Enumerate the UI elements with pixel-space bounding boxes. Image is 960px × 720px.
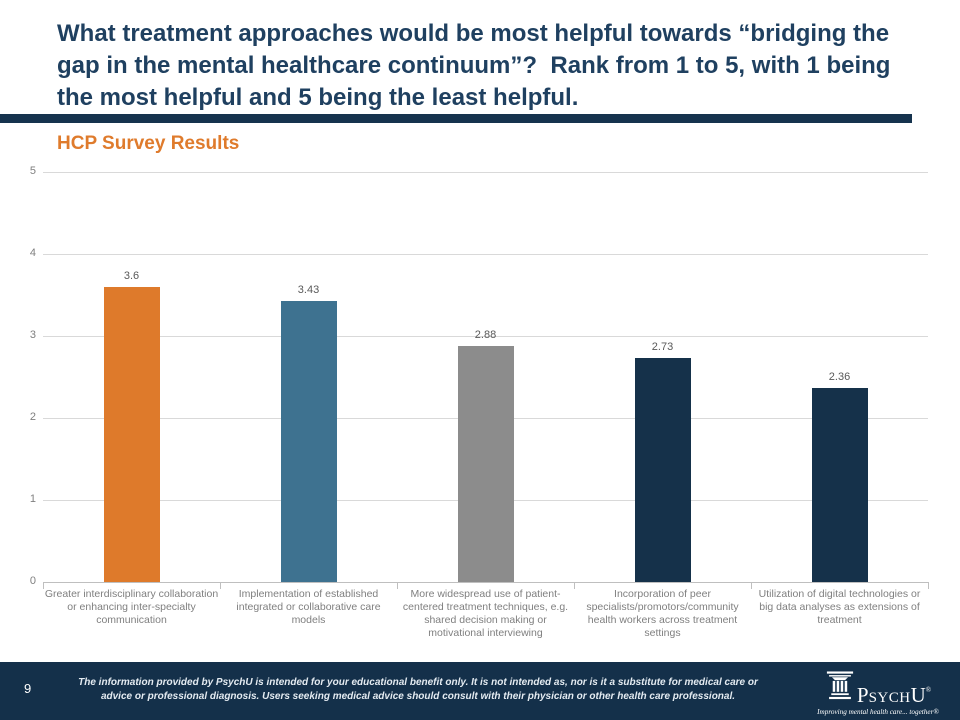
x-axis-tick: [397, 582, 398, 589]
column-icon: [825, 670, 855, 707]
x-axis-tick: [43, 582, 44, 589]
logo-letter-u: U: [910, 683, 926, 707]
x-category-label: Greater interdisciplinary collaboration …: [44, 588, 219, 626]
gridline: [43, 172, 928, 173]
bar-value-label: 3.6: [123, 269, 140, 282]
psychu-logo: PSYCHU® Improving mental health care... …: [816, 670, 940, 716]
y-axis-label: 4: [29, 247, 36, 259]
x-axis-line: [43, 582, 928, 583]
x-axis-tick: [574, 582, 575, 589]
bar-value-label: 3.43: [297, 283, 320, 296]
x-axis-tick: [928, 582, 929, 589]
bar-value-label: 2.36: [828, 371, 851, 384]
y-axis-label: 5: [29, 165, 36, 177]
y-axis-label: 3: [29, 329, 36, 341]
x-category-label: More widespread use of patient-centered …: [402, 588, 569, 639]
bar: [634, 358, 691, 582]
logo-letter-p: P: [856, 683, 869, 707]
y-axis-label: 1: [29, 493, 36, 505]
x-axis-tick: [220, 582, 221, 589]
x-axis-tick: [751, 582, 752, 589]
bar: [103, 286, 160, 582]
y-axis-label: 0: [29, 575, 36, 587]
bar: [457, 345, 514, 582]
logo-wordmark: PSYCHU®: [857, 685, 931, 707]
gridline: [43, 336, 928, 337]
bar: [280, 300, 337, 582]
logo-tagline: Improving mental health care... together…: [817, 708, 939, 716]
title-divider: [0, 114, 912, 123]
registered-mark: ®: [925, 686, 932, 694]
y-axis-label: 2: [29, 411, 36, 423]
bar-value-label: 2.73: [651, 341, 674, 354]
x-category-label: Utilization of digital technologies or b…: [758, 588, 921, 626]
x-category-label: Incorporation of peer specialists/promot…: [586, 588, 739, 639]
bar: [811, 388, 868, 582]
slide-title: What treatment approaches would be most …: [57, 20, 898, 111]
x-category-label: Implementation of established integrated…: [236, 588, 381, 626]
chart-subtitle: HCP Survey Results: [57, 133, 240, 154]
gridline: [43, 254, 928, 255]
bar-value-label: 2.88: [474, 328, 497, 341]
footer-disclaimer: The information provided by PsychU is in…: [78, 677, 758, 702]
logo-letters-sych: SYCH: [868, 690, 911, 706]
page-number: 9: [24, 681, 32, 696]
footer-bar: 9 The information provided by PsychU is …: [0, 662, 960, 720]
